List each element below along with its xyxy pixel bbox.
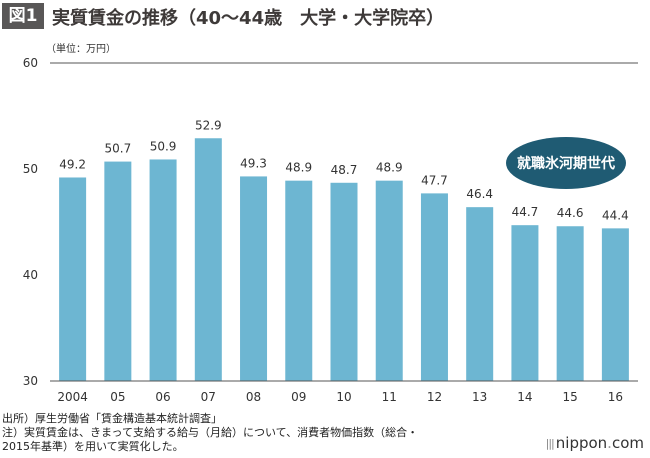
notes: 出所）厚生労働省「賃金構造基本統計調査」 注）実質賃金は、きまって支給する給与（…: [2, 412, 522, 454]
chart-title: 実質賃金の推移（40〜44歳 大学・大学院卒）: [52, 8, 445, 29]
bar-2004: [59, 177, 87, 381]
x-tick-label-10: 10: [336, 390, 351, 404]
brand-tld: com: [611, 434, 644, 452]
bar-07: [194, 138, 222, 381]
data-label-15: 44.6: [557, 206, 584, 220]
bar-chart: 30 40 50 60 49.2 2004 50.7 05 50.9 06 52.9 07 49.3 08…: [23, 56, 638, 404]
x-tick-label-07: 07: [201, 390, 216, 404]
data-label-14: 44.7: [512, 205, 539, 219]
bar-05: [104, 161, 132, 381]
annotation-label: 就職氷河期世代: [517, 155, 615, 172]
data-label-2004: 49.2: [59, 157, 86, 171]
brand-mark-icon: |||: [545, 436, 555, 450]
x-tick-label-09: 09: [291, 390, 306, 404]
x-tick-label-11: 11: [382, 390, 397, 404]
x-tick-label-2004: 2004: [57, 390, 88, 404]
y-tick-label-3: 60: [23, 56, 38, 70]
bar-15: [556, 226, 584, 381]
x-tick-label-12: 12: [427, 390, 442, 404]
data-label-07: 52.9: [195, 118, 222, 132]
brand-name: nippon: [555, 434, 608, 452]
unit-label: （単位：万円）: [46, 44, 116, 55]
brand-dot: .: [607, 434, 612, 452]
title-row: 図1 実質賃金の推移（40〜44歳 大学・大学院卒）: [0, 0, 650, 34]
x-tick-label-08: 08: [246, 390, 261, 404]
data-label-16: 44.4: [602, 208, 629, 222]
bar-11: [375, 180, 403, 381]
data-label-08: 49.3: [240, 156, 267, 170]
bar-13: [466, 207, 494, 381]
x-tick-label-06: 06: [155, 390, 170, 404]
bar-09: [285, 180, 313, 381]
data-label-10: 48.7: [331, 163, 358, 177]
data-label-11: 48.9: [376, 161, 403, 175]
y-tick-label-1: 40: [23, 268, 38, 282]
footnote-line-1: 注）実質賃金は、きまって支給する給与（月給）について、消費者物価指数（総合・: [2, 426, 419, 439]
data-label-09: 48.9: [285, 161, 312, 175]
bar-06: [149, 159, 177, 381]
bar-14: [511, 225, 539, 381]
data-label-06: 50.9: [150, 139, 177, 153]
x-tick-label-15: 15: [563, 390, 578, 404]
figure-badge: 図1: [2, 3, 44, 29]
bar-12: [420, 193, 448, 381]
y-tick-label-2: 50: [23, 162, 38, 176]
bar-08: [240, 176, 268, 381]
annotation-ellipse: [506, 137, 626, 189]
y-tick-label-0: 30: [23, 374, 38, 388]
data-label-05: 50.7: [104, 142, 131, 156]
source-note: 出所）厚生労働省「賃金構造基本統計調査」: [2, 412, 222, 425]
brand-logo: ||| nippon. com: [546, 434, 644, 452]
x-tick-label-14: 14: [517, 390, 532, 404]
x-tick-label-13: 13: [472, 390, 487, 404]
data-label-13: 46.4: [466, 187, 493, 201]
footnote-line-2: 2015年基準）を用いて実質化した。: [2, 440, 184, 453]
x-tick-label-05: 05: [110, 390, 125, 404]
bar-16: [601, 228, 629, 381]
bar-10: [330, 182, 358, 381]
x-tick-label-16: 16: [608, 390, 623, 404]
data-label-12: 47.7: [421, 173, 448, 187]
